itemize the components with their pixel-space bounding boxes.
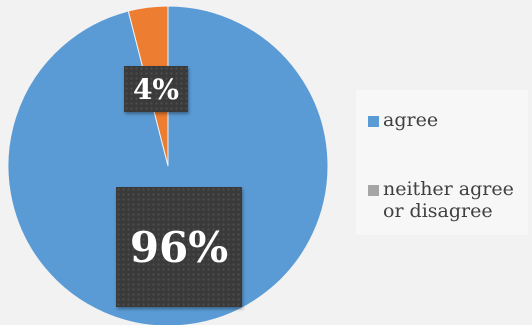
legend-label-agree: agree [383,109,439,131]
data-label-agree: 96% [116,187,242,307]
legend-item-agree: agree [368,109,438,131]
legend-label-neither: neither agree or disagree [383,178,514,222]
legend: agree neither agree or disagree [356,90,528,235]
data-label-neither: 4% [124,66,188,112]
legend-item-neither: neither agree or disagree [368,178,523,222]
legend-swatch-agree [368,116,379,127]
legend-swatch-neither [368,185,379,196]
